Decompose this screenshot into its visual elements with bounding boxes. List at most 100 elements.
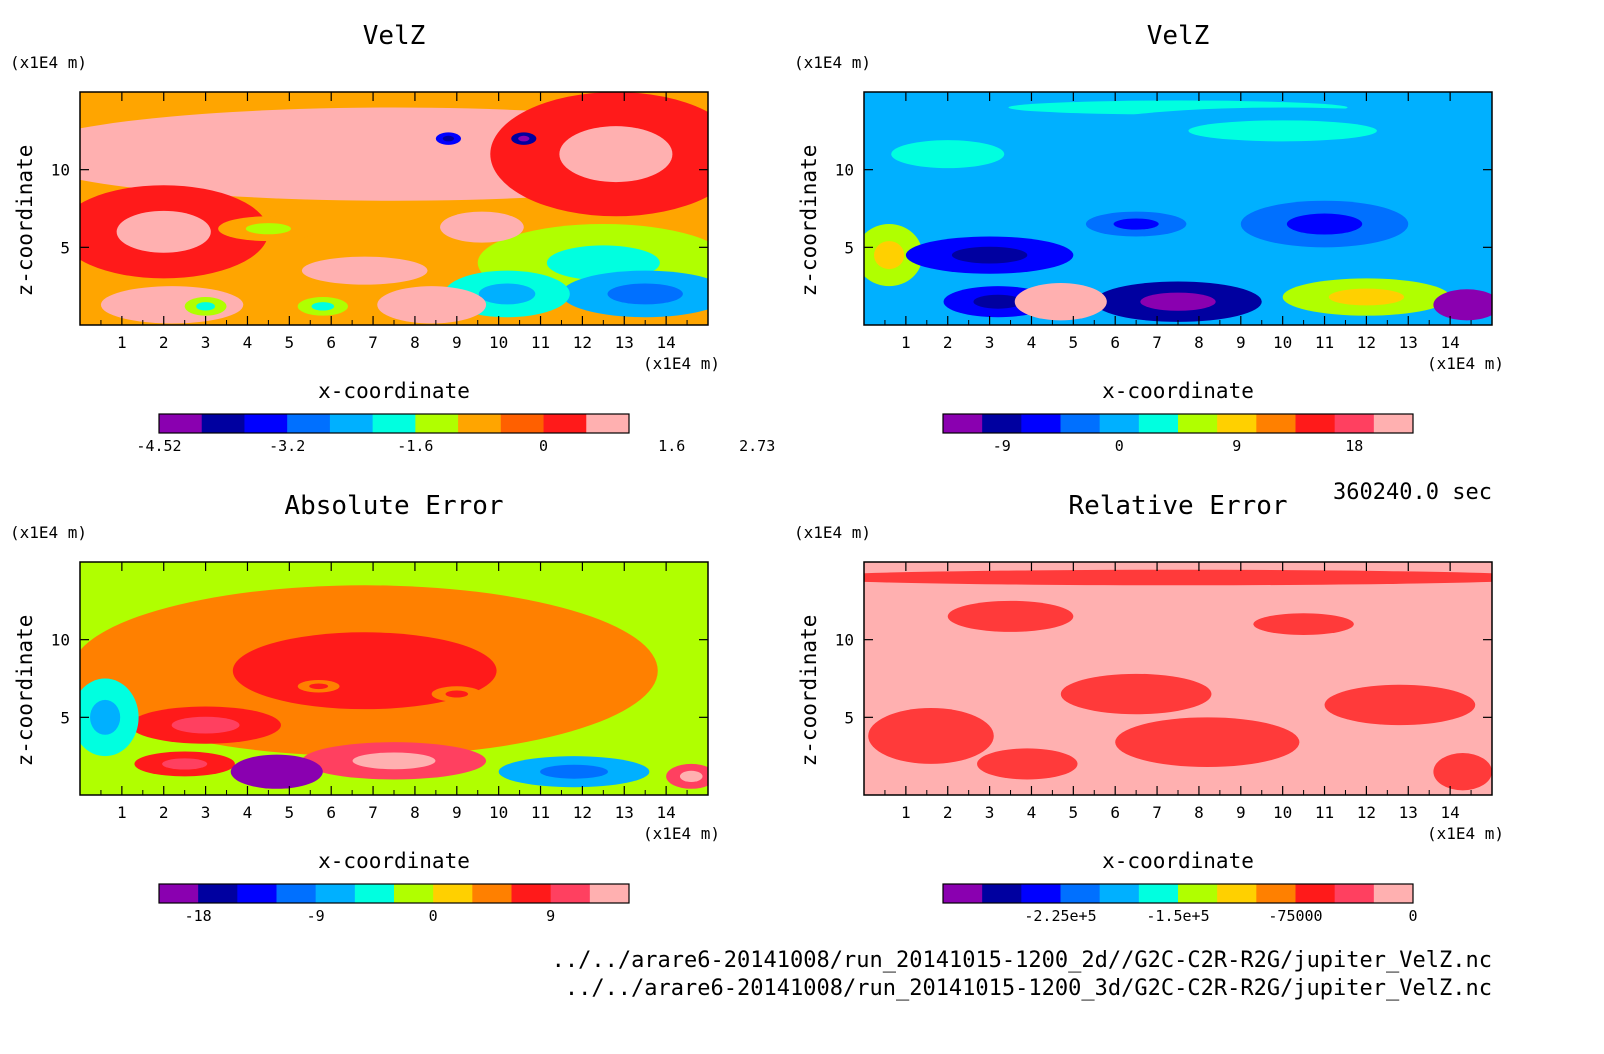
x-tick-label: 6	[1110, 803, 1120, 822]
contour-core	[1286, 213, 1363, 235]
colorbar-segment	[982, 884, 1022, 903]
colorbar-label: 0	[539, 437, 548, 455]
x-tick-label: 3	[201, 333, 211, 352]
contour-core	[309, 683, 329, 690]
colorbar-segment	[354, 884, 395, 903]
x-tick-label: 13	[615, 333, 634, 352]
x-tick-label: 4	[1027, 803, 1037, 822]
colorbar-label: 0	[1408, 907, 1417, 925]
x-tick-label: 4	[243, 333, 253, 352]
colorbar-segment	[458, 414, 502, 433]
colorbar-segment	[543, 414, 587, 433]
colorbar-frame	[942, 413, 1414, 434]
x-tick-label: 11	[531, 333, 550, 352]
x-tick-label: 14	[1441, 333, 1460, 352]
contour-core	[951, 246, 1028, 264]
y-axis-label: z-coordinate	[797, 615, 821, 767]
x-tick-label: 13	[1399, 803, 1418, 822]
x-tick-label: 2	[159, 803, 169, 822]
x-axis-label: x-coordinate	[1102, 849, 1254, 873]
x-tick-label: 14	[1441, 803, 1460, 822]
colorbar-frame	[158, 413, 630, 434]
colorbar-segment	[511, 884, 552, 903]
x-tick-label: 9	[452, 803, 462, 822]
colorbar-segment	[201, 414, 245, 433]
contour-core	[352, 752, 436, 770]
contour-core	[1328, 288, 1405, 306]
y-axis-label: z-coordinate	[13, 615, 37, 767]
colorbar-segment	[982, 414, 1022, 433]
y-unit-label: (x1E4 m)	[10, 523, 87, 542]
colorbar-segment	[1217, 884, 1257, 903]
contour-field	[864, 562, 1492, 795]
contour-core	[540, 764, 608, 779]
file-path-2d: ../../arare6-20141008/run_20141015-1200_…	[551, 948, 1492, 973]
x-tick-label: 13	[1399, 333, 1418, 352]
x-tick-label: 11	[531, 803, 550, 822]
colorbar-segment	[198, 884, 238, 903]
colorbar-segment	[943, 414, 983, 433]
x-tick-label: 9	[1236, 803, 1246, 822]
x-tick-label: 6	[326, 333, 336, 352]
panel-top-right: VelZ(x1E4 m)1 2 3 4 5 6 7 8 9 10 11 12 13 14510(x1E4 …	[794, 21, 1504, 455]
x-tick-label: 10	[1273, 803, 1292, 822]
x-tick-label: 5	[285, 333, 295, 352]
colorbar-segment	[372, 414, 416, 433]
contour-core	[196, 302, 216, 311]
x-tick-label: 12	[573, 803, 592, 822]
contour-blob	[864, 569, 1492, 586]
x-tick-label: 8	[1194, 333, 1204, 352]
colorbar-label: -9	[307, 907, 325, 925]
colorbar-label: -75000	[1268, 907, 1322, 925]
x-tick-label: 7	[1152, 803, 1162, 822]
x-tick-label: 14	[657, 803, 676, 822]
colorbar-segment	[1217, 414, 1257, 433]
contour-field	[864, 92, 1492, 325]
y-axis-label: z-coordinate	[13, 145, 37, 297]
y-tick-label: 5	[60, 238, 70, 257]
colorbar-segment	[159, 414, 203, 433]
x-unit-label: (x1E4 m)	[643, 824, 720, 843]
x-tick-label: 8	[1194, 803, 1204, 822]
contour-blob	[230, 754, 323, 789]
colorbar-segment	[433, 884, 473, 903]
contour-field	[80, 562, 708, 795]
x-tick-label: 12	[1357, 333, 1376, 352]
colorbar-segment	[500, 414, 545, 433]
colorbar-segment	[244, 414, 288, 433]
contour-blob	[1060, 673, 1212, 715]
x-tick-label: 11	[1315, 803, 1334, 822]
x-tick-label: 7	[368, 333, 378, 352]
colorbar-segment	[586, 414, 630, 433]
x-tick-label: 14	[657, 333, 676, 352]
x-tick-label: 7	[368, 803, 378, 822]
x-tick-label: 6	[1110, 333, 1120, 352]
contour-core	[1113, 218, 1159, 230]
x-unit-label: (x1E4 m)	[1427, 354, 1504, 373]
panel-bottom-right: Relative Error(x1E4 m)1 2 3 4 5 6 7 8 9 10 11 12 13 1…	[794, 491, 1504, 925]
colorbar-segment	[1021, 884, 1061, 903]
x-tick-label: 5	[285, 803, 295, 822]
contour-core	[442, 135, 455, 142]
contour-blob	[377, 286, 487, 324]
contour-core	[162, 758, 208, 770]
y-tick-label: 5	[844, 708, 854, 727]
colorbar-segment	[1256, 884, 1296, 903]
y-unit-label: (x1E4 m)	[794, 523, 871, 542]
contour-core	[1188, 120, 1377, 142]
colorbar-segment	[1334, 414, 1375, 433]
contour-core	[607, 283, 683, 305]
x-tick-label: 11	[1315, 333, 1334, 352]
contour-blob	[977, 748, 1078, 780]
colorbar-label: 1.6	[658, 437, 685, 455]
y-tick-label: 5	[844, 238, 854, 257]
y-unit-label: (x1E4 m)	[10, 53, 87, 72]
colorbar-segment	[159, 884, 199, 903]
contour-blob	[440, 211, 524, 243]
colorbar-label: -1.6	[397, 437, 433, 455]
contour-core	[1140, 292, 1216, 311]
colorbar-segment	[589, 884, 630, 903]
colorbar-segment	[1295, 884, 1336, 903]
x-tick-label: 12	[573, 333, 592, 352]
file-path-3d: ../../arare6-20141008/run_20141015-1200_…	[564, 976, 1492, 1001]
